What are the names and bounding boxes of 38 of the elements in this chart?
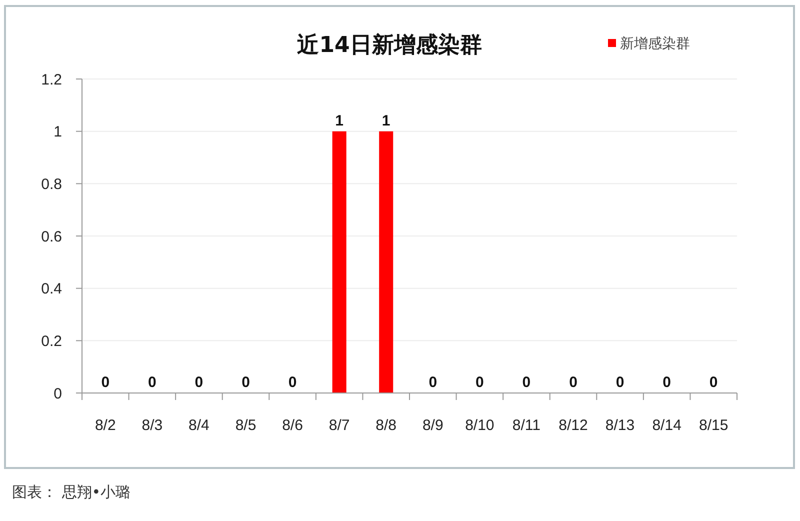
x-tick-label: 8/7 [328,417,350,434]
x-tick-label: 8/14 [652,417,682,434]
data-label: 1 [382,112,390,130]
x-tick-label: 8/5 [235,417,256,434]
chart-title: 近14日新增感染群 [296,32,482,58]
y-tick-label: 0.6 [41,228,62,246]
data-label: 0 [662,374,671,391]
data-label: 0 [709,374,718,391]
y-tick-label: 0.8 [41,176,62,193]
y-tick-label: 0.2 [41,332,62,350]
x-tick-label: 8/6 [282,417,303,434]
y-tick-label: 0.4 [41,280,62,298]
x-tick-label: 8/13 [605,417,635,434]
y-tick-label: 1 [54,124,62,141]
x-tick-label: 8/11 [512,417,541,434]
x-tick-label: 8/8 [376,417,397,434]
data-label: 0 [194,374,204,391]
x-tick-label: 8/9 [422,417,444,434]
data-label: 0 [569,374,578,391]
data-label: 0 [242,374,250,391]
x-tick-label: 8/2 [94,417,116,434]
text: 图表： 思翔•小璐 [12,483,131,501]
x-tick-label: 8/15 [699,417,728,434]
y-tick-label: 0 [54,385,62,402]
x-tick-label: 8/4 [188,417,210,434]
data-label: 0 [476,374,484,391]
data-label: 1 [335,112,344,130]
data-label: 0 [101,374,110,391]
data-label: 0 [522,374,531,391]
x-tick-label: 8/12 [558,417,588,434]
data-label: 0 [428,374,438,391]
y-tick-label: 1.2 [41,71,62,88]
legend-label: 新增感染群 [620,36,690,52]
data-label: 0 [148,374,156,391]
x-tick-label: 8/10 [465,417,494,434]
data-label: 0 [616,374,624,391]
data-label: 0 [288,374,297,391]
x-tick-label: 8/3 [142,417,163,434]
